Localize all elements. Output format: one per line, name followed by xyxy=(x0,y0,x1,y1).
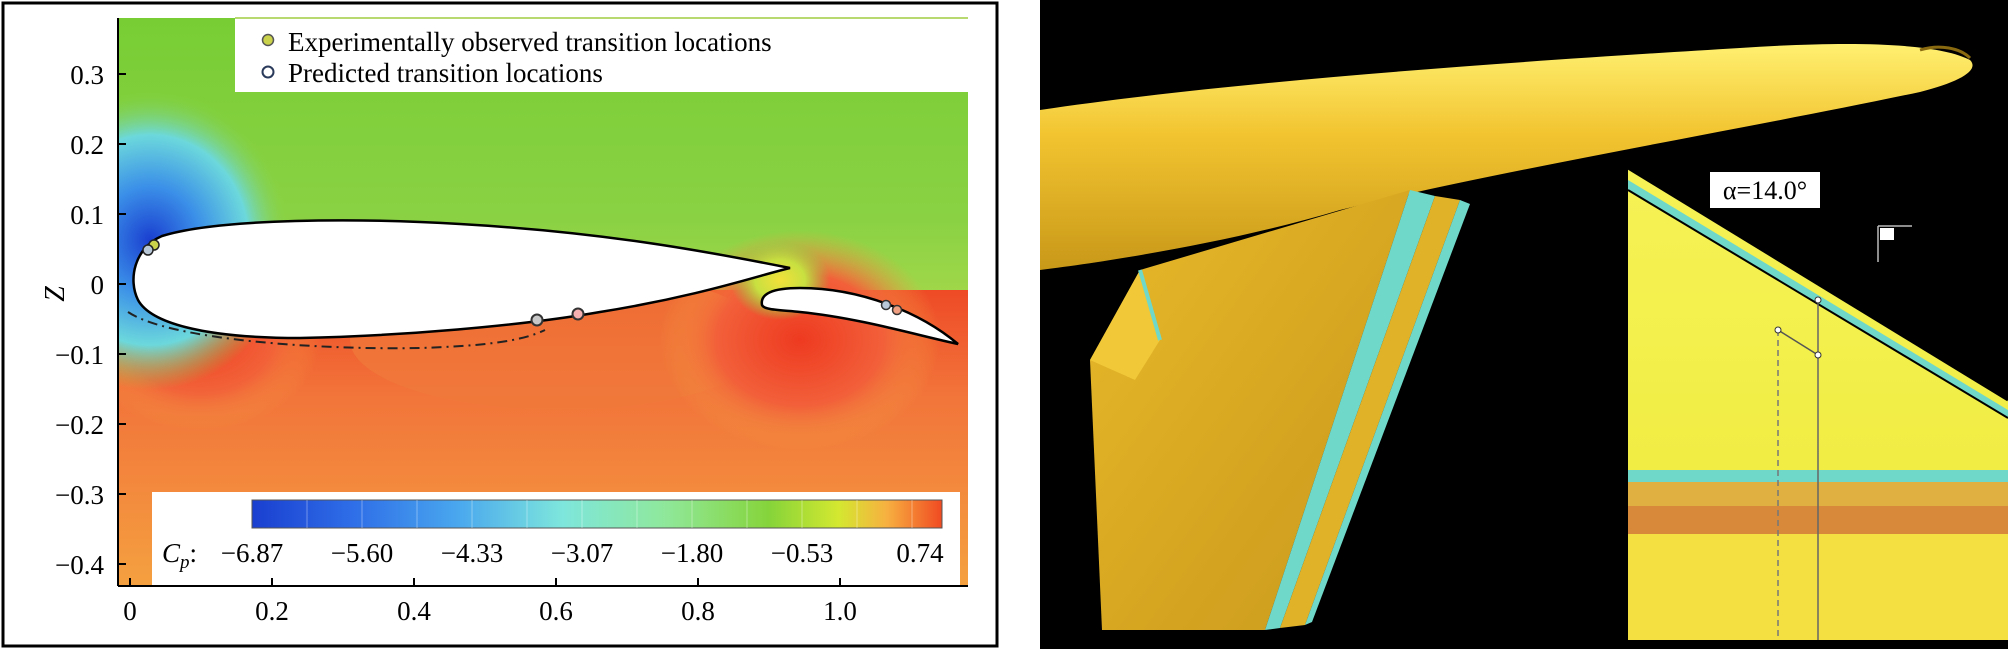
alpha-label: α=14.0° xyxy=(1723,176,1807,205)
x-tick: 0.4 xyxy=(397,596,431,626)
predicted-marker xyxy=(530,313,544,327)
wing-root-fairing xyxy=(1090,270,1160,380)
predicted-marker xyxy=(880,299,892,311)
axis-triad-icon xyxy=(1877,225,1912,262)
y-tick: −0.1 xyxy=(55,340,104,370)
flap-edge xyxy=(1305,200,1470,625)
legend-predicted-marker xyxy=(261,65,275,79)
x-tick: 0 xyxy=(123,596,137,626)
colorbar-tick: −0.53 xyxy=(771,538,833,568)
y-axis-label: Z xyxy=(40,286,71,302)
y-tick: 0 xyxy=(91,270,105,300)
axes: 0.3 0.2 0.1 0 −0.1 −0.2 −0.3 −0.4 0 0.2 … xyxy=(40,18,968,626)
legend-predicted-label: Predicted transition locations xyxy=(288,58,603,88)
colorbar-label: Cp: xyxy=(162,538,197,573)
colorbar-tick: −6.87 xyxy=(221,538,283,568)
cp-contour-figure: Experimentally observed transition locat… xyxy=(0,0,1000,649)
nose-tip xyxy=(1919,45,1972,60)
fuselage xyxy=(1040,44,1973,270)
flap-airfoil xyxy=(760,286,959,346)
aircraft-render-figure: α=14.0° xyxy=(1040,0,2008,649)
colorbar-tick: −5.60 xyxy=(331,538,393,568)
colorbar: Cp: −6.87 −5.60 −4.33 −3.07 −1.80 −0.53 … xyxy=(152,492,960,586)
colorbar-tick: 0.74 xyxy=(896,538,944,568)
experimental-marker xyxy=(891,304,903,316)
y-tick: 0.1 xyxy=(70,200,104,230)
x-tick: 0.6 xyxy=(539,596,573,626)
flap xyxy=(1280,196,1460,628)
legend-experimental-marker xyxy=(261,33,275,47)
main-airfoil xyxy=(132,219,791,340)
aircraft-render: α=14.0° xyxy=(1040,0,2008,649)
y-tick: −0.2 xyxy=(55,410,104,440)
colorbar-tick: −3.07 xyxy=(551,538,613,568)
y-tick: −0.3 xyxy=(55,480,104,510)
colorbar-tick: −1.80 xyxy=(661,538,723,568)
cp-contour-plot: Experimentally observed transition locat… xyxy=(1,1,999,648)
colorbar-scale xyxy=(251,499,943,529)
experimental-marker xyxy=(571,307,585,321)
inset-zoom: α=14.0° xyxy=(1627,166,2008,640)
y-tick: 0.3 xyxy=(70,60,104,90)
y-tick: 0.2 xyxy=(70,130,104,160)
x-tick: 0.8 xyxy=(681,596,715,626)
x-tick: 1.0 xyxy=(823,596,857,626)
legend: Experimentally observed transition locat… xyxy=(235,17,968,92)
wing xyxy=(1090,190,1410,630)
flap-gap xyxy=(1265,190,1435,630)
colorbar-tick: −4.33 xyxy=(441,538,503,568)
y-tick: −0.4 xyxy=(55,550,104,580)
predicted-marker xyxy=(142,244,154,256)
legend-experimental-label: Experimentally observed transition locat… xyxy=(288,27,772,57)
x-tick: 0.2 xyxy=(255,596,289,626)
